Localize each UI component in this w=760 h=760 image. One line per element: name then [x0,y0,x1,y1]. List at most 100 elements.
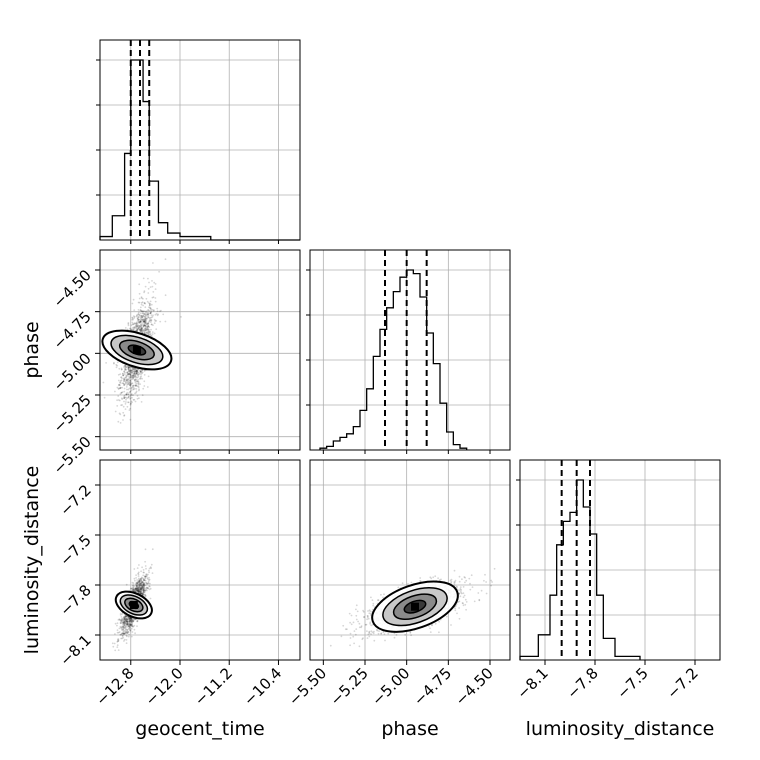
sample-point [132,625,135,628]
sample-point [353,642,355,645]
sample-point [148,316,150,319]
sample-point [361,638,364,641]
sample-point [153,309,155,312]
sample-point [147,302,150,304]
sample-point [127,395,130,398]
sample-point [454,609,457,612]
sample-point [117,639,120,642]
sample-point [145,575,148,578]
sample-point [127,368,130,370]
sample-point [139,591,142,593]
sample-point [121,634,124,637]
sample-point [149,307,152,310]
sample-point [128,617,131,620]
sample-point [122,622,125,625]
sample-point [138,314,140,316]
sample-point [434,622,437,625]
sample-point [119,413,122,416]
sample-point [122,419,124,421]
sample-point [145,312,148,314]
sample-point [128,623,131,626]
sample-point [138,388,141,391]
sample-point [139,328,141,331]
sample-point [358,645,361,648]
sample-point [137,577,140,580]
panel-phase-vs-luminosity-distance [309,459,511,661]
sample-point [132,370,135,373]
sample-point [136,584,139,587]
sample-point [140,317,142,320]
sample-point [142,323,145,325]
sample-point [135,376,138,379]
sample-point [145,581,147,584]
sample-point [147,312,150,315]
sample-point [127,370,130,372]
sample-point [119,625,122,628]
sample-point [119,619,122,622]
sample-point [133,628,136,631]
sample-point [142,312,144,315]
sample-point [121,382,124,384]
sample-point [126,624,128,627]
sample-point [140,577,143,580]
sample-point [120,620,123,622]
sample-point [138,584,141,587]
sample-point [146,326,149,329]
sample-point [450,578,453,581]
sample-point [115,366,118,369]
sample-point [128,370,131,373]
sample-point [142,586,144,588]
sample-point [134,590,137,593]
sample-point [127,378,129,381]
sample-point [371,599,374,602]
sample-point [140,584,143,587]
sample-point [477,592,480,594]
sample-point [121,404,124,406]
sample-point [129,629,132,632]
sample-point [147,587,150,589]
sample-point [130,382,133,385]
sample-point [144,317,146,319]
sample-point [159,320,162,323]
sample-point [117,649,120,651]
sample-point [129,370,132,372]
sample-point [139,309,142,312]
sample-point [137,581,139,584]
sample-point [118,399,121,402]
sample-point [149,312,152,315]
grid-layer [100,40,720,660]
sample-point [142,591,145,593]
sample-point [125,615,128,617]
sample-point [130,635,133,638]
sample-point [143,584,146,587]
sample-point [139,369,141,371]
sample-point [126,620,129,622]
sample-point [140,401,143,403]
sample-point [134,632,137,635]
sample-point [461,602,464,604]
sample-point [131,382,134,384]
sample-point [117,373,120,376]
sample-point [380,633,382,635]
sample-point [140,320,142,323]
sample-point [134,587,137,590]
sample-point [130,378,133,381]
sample-point [138,580,141,582]
sample-point [438,620,440,623]
sample-point [458,575,461,578]
sample-point [132,368,135,371]
sample-point [133,315,136,318]
y-tick-label-phase: −4.50 [50,266,95,311]
sample-point [122,374,125,377]
sample-point [134,587,137,590]
sample-point [138,581,141,583]
sample-point [140,588,143,591]
sample-point [491,581,493,583]
sample-point [144,321,147,324]
sample-point [150,319,153,322]
sample-point [147,325,150,328]
sample-point [126,622,129,625]
sample-point [450,582,452,584]
sample-point [143,582,146,584]
sample-point [127,624,130,627]
